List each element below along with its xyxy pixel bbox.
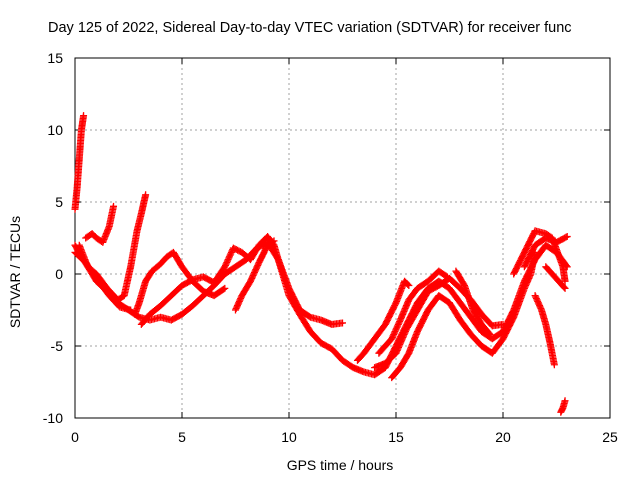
data-point-marker	[142, 191, 150, 199]
data-points	[71, 112, 571, 416]
y-tick-label: 5	[55, 194, 63, 210]
data-point-marker	[561, 277, 569, 285]
plot-frame	[74, 57, 611, 419]
grid-lines	[75, 58, 610, 418]
data-point-marker	[486, 330, 494, 338]
x-tick-label: 15	[388, 429, 404, 445]
x-tick-label: 5	[178, 429, 186, 445]
data-point-marker	[405, 282, 413, 290]
y-axis-label: SDTVAR / TECUs	[7, 216, 23, 328]
y-tick-label: 0	[55, 266, 63, 282]
y-tick-label: 15	[47, 50, 63, 66]
data-point-marker	[80, 112, 88, 120]
y-tick-label: 10	[47, 122, 63, 138]
data-point-marker	[442, 272, 450, 280]
y-tick-label: -10	[43, 410, 63, 426]
data-point-marker	[269, 238, 277, 246]
data-point-marker	[563, 233, 571, 241]
axis-ticks: 0 5 10 15 20 25 -10 -5 0 5 10 15	[43, 50, 618, 445]
x-tick-label: 10	[281, 429, 297, 445]
x-tick-label: 0	[71, 429, 79, 445]
chart-title: Day 125 of 2022, Sidereal Day-to-day VTE…	[48, 20, 572, 36]
data-point-marker	[485, 329, 493, 337]
data-point-marker	[561, 284, 569, 292]
data-point-marker	[499, 320, 507, 328]
data-point-marker	[562, 233, 570, 241]
x-tick-label: 25	[602, 429, 618, 445]
data-point-marker	[550, 361, 558, 369]
x-axis-label: GPS time / hours	[287, 457, 394, 473]
data-point-marker	[561, 397, 569, 405]
data-point-marker	[404, 280, 412, 288]
data-point-marker	[443, 273, 451, 281]
data-point-marker	[560, 283, 568, 291]
data-point-marker	[110, 202, 118, 210]
data-point-marker	[270, 237, 278, 245]
data-point-marker	[221, 284, 229, 292]
y-tick-label: -5	[51, 338, 64, 354]
data-point-marker	[339, 319, 346, 327]
data-point-marker	[220, 285, 228, 293]
x-tick-label: 20	[495, 429, 511, 445]
